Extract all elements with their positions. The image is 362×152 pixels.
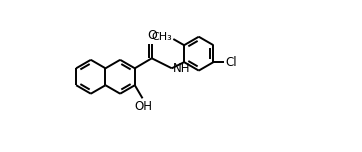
Text: OH: OH	[134, 100, 152, 113]
Text: CH₃: CH₃	[151, 33, 172, 43]
Text: O: O	[148, 29, 157, 42]
Text: NH: NH	[173, 62, 191, 75]
Text: Cl: Cl	[225, 56, 237, 69]
